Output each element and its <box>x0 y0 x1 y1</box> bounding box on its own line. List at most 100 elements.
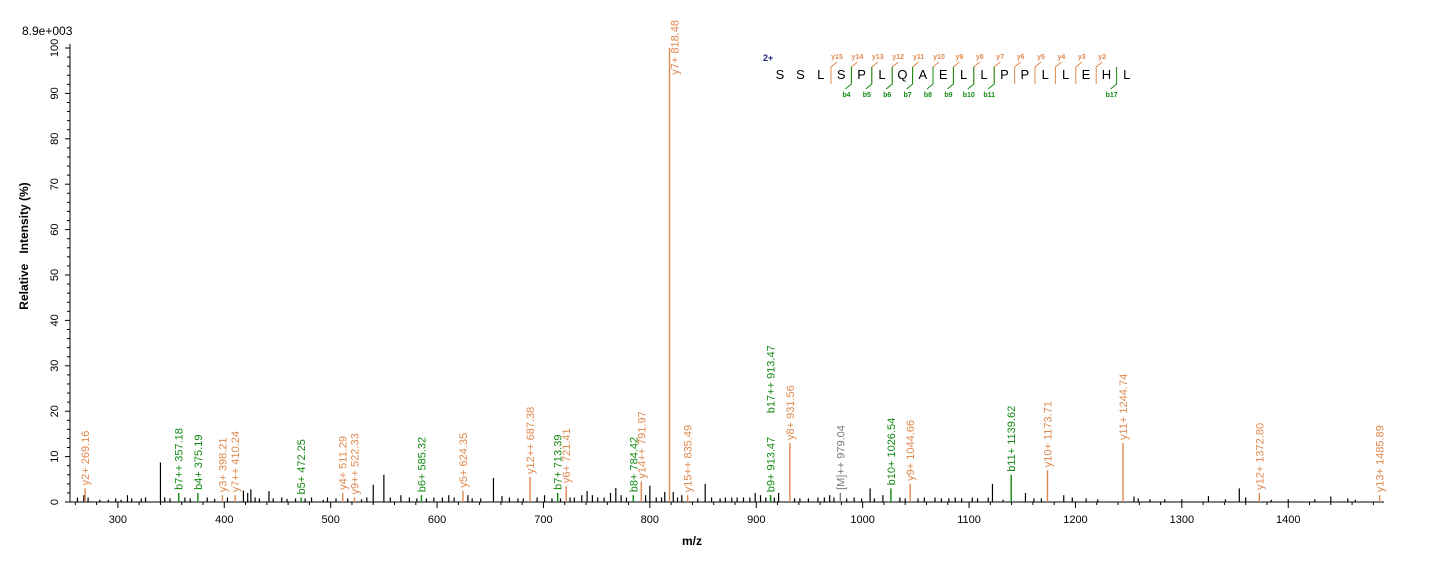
x-tick-label: 500 <box>321 514 339 526</box>
peak-label: b5+ 472.25 <box>296 439 308 494</box>
y-tick-label: 50 <box>49 269 61 281</box>
peak-label: y13+ 1485.89 <box>1375 425 1387 492</box>
x-tick-label: 1200 <box>1063 514 1087 526</box>
y-tick-label: 60 <box>49 223 61 235</box>
b-fragment-label: b17 <box>1106 92 1118 99</box>
peak-label: b7+ 713.39 <box>553 435 565 490</box>
x-tick-label: 900 <box>747 514 765 526</box>
peak-label: y8+ 931.56 <box>785 385 797 440</box>
sequence-residue: L <box>1123 67 1130 82</box>
sequence-residue: Q <box>897 67 907 82</box>
b-fragment-label: b9 <box>944 92 952 99</box>
peak-label: y2+ 269.16 <box>80 431 92 486</box>
b-fragment-marker <box>865 67 873 90</box>
y-fragment-label: y3 <box>1078 54 1086 61</box>
x-tick-label: 700 <box>534 514 552 526</box>
b-fragment-label: b6 <box>883 92 891 99</box>
sequence-residue: L <box>878 67 885 82</box>
y-fragment-label: y15 <box>831 54 843 61</box>
y-axis-title: Relative Intensity (%) <box>17 182 31 309</box>
sequence-residue: S <box>776 67 785 82</box>
y-fragment-label: y8 <box>976 54 984 61</box>
peak-label: b10+ 1026.54 <box>886 418 898 486</box>
y-fragment-label: y6 <box>1017 54 1025 61</box>
y-fragment-marker <box>830 61 838 84</box>
y-fragment-label: y12 <box>892 54 904 61</box>
y-tick-label: 20 <box>49 405 61 417</box>
y-fragment-marker <box>871 61 879 84</box>
y-tick-label: 0 <box>49 499 61 505</box>
x-tick-label: 1300 <box>1170 514 1194 526</box>
peak-label: b4+ 375.19 <box>193 435 205 490</box>
b-fragment-label: b7 <box>904 92 912 99</box>
peak-label: [M]++ 979.04 <box>835 425 847 490</box>
y-fragment-marker <box>952 61 960 84</box>
peak-label: y9+ 1044.66 <box>905 420 917 481</box>
y-fragment-marker <box>1054 61 1062 84</box>
annotated-peaks <box>84 48 1381 502</box>
x-axis-title: m/z <box>682 534 702 548</box>
b-fragment-marker <box>947 67 954 90</box>
y-fragment-label: y13 <box>872 54 884 61</box>
y-tick-label: 70 <box>49 178 61 190</box>
y-fragment-label: y9 <box>956 54 964 61</box>
peak-label: b6+ 585.32 <box>416 437 428 492</box>
x-tick-label: 300 <box>109 514 127 526</box>
precursor-charge: 2+ <box>763 53 773 63</box>
sequence-residue: P <box>857 67 866 82</box>
y-tick-label: 80 <box>49 133 61 145</box>
b-fragment-label: b11 <box>983 92 995 99</box>
sequence-residue: E <box>939 67 948 82</box>
x-tick-label: 600 <box>428 514 446 526</box>
sequence-residue: L <box>1062 67 1069 82</box>
y-fragment-marker <box>1075 61 1083 84</box>
sequence-residue: S <box>837 67 846 82</box>
y-fragment-marker <box>1034 61 1042 84</box>
b-fragment-marker <box>1110 67 1118 90</box>
x-tick-label: 1100 <box>957 514 981 526</box>
b-fragment-marker <box>987 67 995 90</box>
y-tick-label: 30 <box>49 360 61 372</box>
sequence-residue: L <box>1042 67 1049 82</box>
x-tick-label: 800 <box>641 514 659 526</box>
b-fragment-marker <box>926 67 934 90</box>
peak-label: y5+ 624.35 <box>458 433 470 488</box>
y-fragment-label: y11 <box>913 54 924 61</box>
peak-label: y10+ 1173.71 <box>1042 401 1054 467</box>
peak-label: y15++ 835.49 <box>683 425 695 492</box>
sequence-residue: S <box>796 67 805 82</box>
sequence-residue: P <box>1020 67 1029 82</box>
y-fragment-marker <box>1095 61 1103 84</box>
peak-label: y9++ 522.33 <box>349 433 361 494</box>
peak-label: y14++ 791.97 <box>636 411 648 478</box>
peak-label: b11+ 1139.62 <box>1006 406 1018 472</box>
peak-label: y7++ 410.24 <box>230 431 242 492</box>
sequence-residue: P <box>1000 67 1009 82</box>
b-fragment-marker <box>967 67 975 90</box>
sequence-residue: L <box>980 67 987 82</box>
peak-label: y3+ 398.21 <box>217 437 229 492</box>
peak-label: b8+ 784.42 <box>628 437 640 492</box>
b-fragment-label: b8 <box>924 92 932 99</box>
peak-label: y12+ 1372.80 <box>1254 423 1266 490</box>
peak-label: y11+ 1244.74 <box>1118 374 1130 440</box>
intensity-scale-label: 8.9e+003 <box>22 24 73 38</box>
x-tick-label: 1400 <box>1276 514 1300 526</box>
y-fragment-label: y2 <box>1098 54 1106 61</box>
b-fragment-label: b5 <box>863 92 871 99</box>
y-fragment-label: y5 <box>1037 54 1045 61</box>
y-fragment-label: y7 <box>996 54 1004 61</box>
y-fragment-marker <box>973 61 981 84</box>
sequence-residue: H <box>1102 67 1111 82</box>
sequence-residue: E <box>1082 67 1091 82</box>
y-fragment-label: y14 <box>852 54 864 61</box>
b-fragment-label: b4 <box>842 92 850 99</box>
unassigned-peaks <box>76 462 1356 502</box>
sequence-residue: A <box>918 67 927 82</box>
sequence-residue: L <box>960 67 967 82</box>
b-fragment-marker <box>885 67 893 90</box>
peak-label: b7++ 357.18 <box>174 428 186 490</box>
y-tick-label: 100 <box>49 39 61 57</box>
